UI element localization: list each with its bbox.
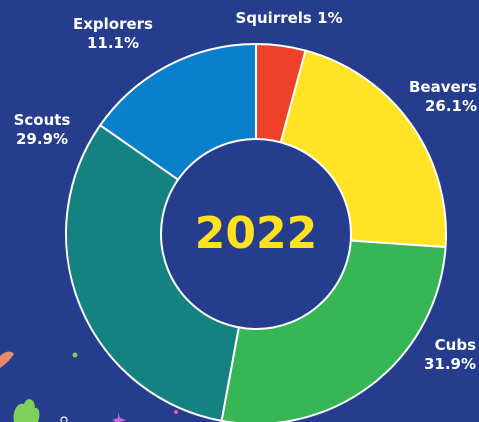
label-explorers-name: Explorers bbox=[72, 15, 153, 33]
bubble-decoration bbox=[60, 416, 68, 422]
label-squirrels: Squirrels 1% bbox=[226, 9, 352, 28]
label-explorers-percent: 11.1% bbox=[86, 34, 140, 52]
label-cubs: Cubs 31.9% bbox=[376, 336, 476, 374]
label-scouts-percent: 29.9% bbox=[15, 130, 69, 148]
bubble-decoration bbox=[72, 352, 78, 358]
label-explorers: Explorers 11.1% bbox=[58, 15, 168, 53]
label-cubs-percent: 31.9% bbox=[423, 355, 476, 373]
sparkle-decoration bbox=[112, 412, 126, 422]
donut-hole bbox=[160, 138, 352, 330]
label-squirrels-text: Squirrels 1% bbox=[235, 9, 343, 27]
label-scouts-name: Scouts bbox=[13, 111, 71, 129]
label-cubs-name: Cubs bbox=[434, 336, 476, 354]
coral-decoration bbox=[0, 351, 14, 368]
seaweed-decoration bbox=[13, 399, 40, 422]
bubble-decoration bbox=[174, 410, 178, 414]
label-scouts: Scouts 29.9% bbox=[2, 111, 82, 149]
slice-scouts bbox=[65, 124, 257, 422]
label-beavers: Beavers 26.1% bbox=[376, 78, 477, 116]
decorative-seabed bbox=[0, 351, 178, 422]
center-year-label: 2022 bbox=[194, 208, 318, 259]
label-beavers-percent: 26.1% bbox=[424, 97, 477, 115]
label-beavers-name: Beavers bbox=[408, 78, 477, 96]
